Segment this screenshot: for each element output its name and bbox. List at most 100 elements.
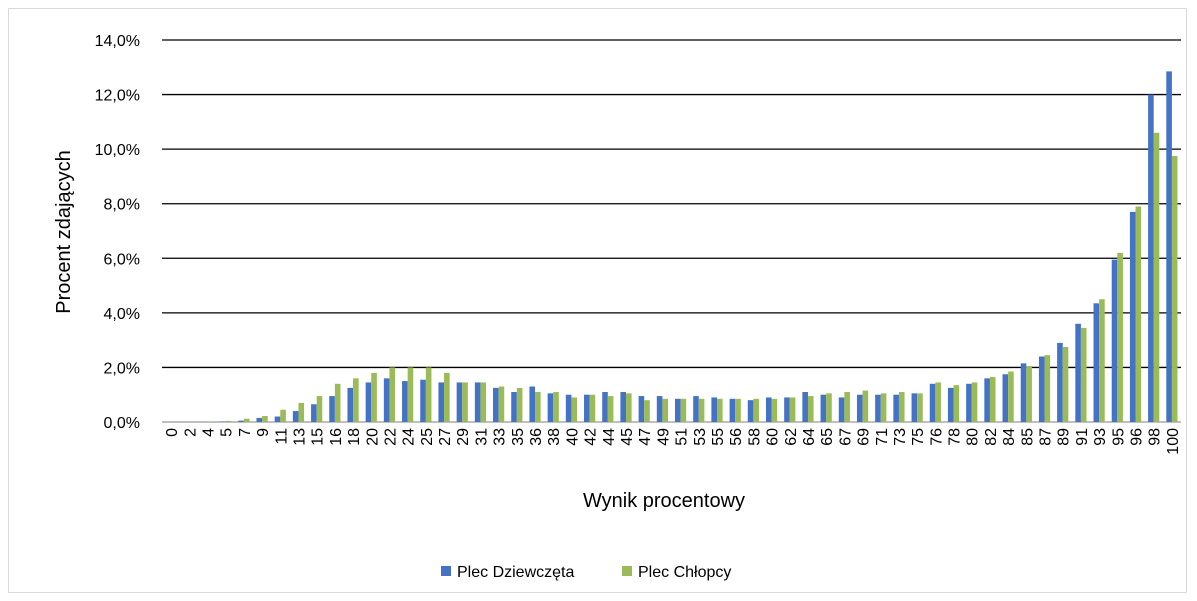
bar-chlopcy-35 bbox=[516, 387, 523, 422]
bar-dziewczeta-36 bbox=[529, 386, 536, 422]
bar-dziewczeta-91 bbox=[1075, 323, 1081, 422]
x-tick-label: 100 bbox=[1165, 428, 1182, 455]
y-tick-label: 2,0% bbox=[104, 360, 140, 377]
bar-chlopcy-73 bbox=[898, 391, 905, 422]
bar-dziewczeta-87 bbox=[1038, 356, 1045, 422]
chart-frame bbox=[8, 8, 1187, 593]
x-tick-label: 95 bbox=[1110, 428, 1127, 446]
bar-chlopcy-89 bbox=[1062, 346, 1069, 422]
bar-dziewczeta-56 bbox=[729, 398, 736, 422]
bar-dziewczeta-100 bbox=[1166, 71, 1172, 422]
bar-dziewczeta-76 bbox=[929, 383, 936, 422]
bar-chlopcy-16 bbox=[334, 383, 341, 422]
bar-chlopcy-62 bbox=[789, 397, 796, 422]
x-tick-label: 56 bbox=[728, 428, 745, 446]
bar-chlopcy-82 bbox=[989, 376, 996, 422]
bar-dziewczeta-82 bbox=[984, 378, 990, 422]
bar-dziewczeta-62 bbox=[784, 397, 790, 422]
bar-dziewczeta-13 bbox=[292, 411, 299, 422]
y-tick-label: 6,0% bbox=[104, 251, 140, 268]
bar-chlopcy-95 bbox=[1117, 252, 1123, 422]
bar-chlopcy-5 bbox=[225, 420, 232, 422]
legend-swatch-chlopcy bbox=[622, 566, 632, 576]
x-tick-label: 45 bbox=[619, 428, 636, 446]
bar-chlopcy-44 bbox=[607, 396, 614, 422]
x-tick-label: 2 bbox=[182, 428, 199, 437]
y-axis-ticks: 0,0% 2,0% 4,0% 6,0% 8,0% 10,0% 12,0% 14,0% bbox=[95, 33, 140, 432]
bar-dziewczeta-58 bbox=[747, 400, 754, 422]
legend: Plec Dziewczęta Plec Chłopcy bbox=[441, 564, 731, 581]
bar-dziewczeta-15 bbox=[311, 404, 317, 422]
x-tick-label: 93 bbox=[1092, 428, 1109, 446]
bar-chlopcy-56 bbox=[735, 398, 741, 422]
x-tick-label: 20 bbox=[364, 428, 381, 446]
x-tick-label: 53 bbox=[692, 428, 709, 446]
bar-dziewczeta-65 bbox=[820, 394, 827, 422]
y-tick-label: 0,0% bbox=[104, 415, 140, 432]
y-tick-label: 4,0% bbox=[104, 306, 140, 323]
x-tick-label: 47 bbox=[637, 428, 654, 446]
x-tick-label: 24 bbox=[401, 428, 418, 446]
bar-chlopcy-45 bbox=[626, 393, 632, 422]
bar-dziewczeta-25 bbox=[420, 379, 426, 422]
bar-dziewczeta-22 bbox=[383, 378, 390, 422]
bar-dziewczeta-38 bbox=[547, 393, 554, 422]
bar-chlopcy-98 bbox=[1153, 132, 1160, 422]
bar-dziewczeta-67 bbox=[838, 397, 845, 422]
x-tick-label: 87 bbox=[1038, 428, 1055, 446]
bar-chlopcy-9 bbox=[262, 415, 268, 422]
bar-chlopcy-84 bbox=[1008, 371, 1014, 422]
bar-dziewczeta-49 bbox=[656, 396, 663, 422]
bar-chlopcy-11 bbox=[280, 409, 286, 422]
x-tick-label: 75 bbox=[910, 428, 927, 446]
x-tick-label: 35 bbox=[510, 428, 527, 446]
y-axis-title: Procent zdających bbox=[53, 150, 75, 313]
bar-dziewczeta-29 bbox=[456, 382, 463, 422]
bar-chlopcy-96 bbox=[1135, 206, 1142, 422]
x-tick-label: 82 bbox=[983, 428, 1000, 446]
bar-dziewczeta-85 bbox=[1020, 363, 1027, 422]
x-tick-label: 4 bbox=[200, 428, 217, 437]
x-tick-label: 51 bbox=[674, 428, 691, 446]
bar-chlopcy-91 bbox=[1080, 327, 1087, 422]
x-tick-label: 31 bbox=[473, 428, 490, 446]
x-tick-label: 27 bbox=[437, 428, 454, 446]
bar-dziewczeta-35 bbox=[511, 391, 517, 422]
x-tick-label: 9 bbox=[255, 428, 272, 437]
y-tick-label: 8,0% bbox=[104, 197, 140, 214]
x-tick-label: 71 bbox=[874, 428, 891, 446]
bar-dziewczeta-78 bbox=[947, 387, 954, 422]
bar-chlopcy-13 bbox=[298, 402, 305, 422]
x-tick-label: 29 bbox=[455, 428, 472, 446]
bar-chlopcy-69 bbox=[862, 390, 869, 422]
bar-chlopcy-22 bbox=[389, 367, 396, 422]
x-tick-label: 89 bbox=[1056, 428, 1073, 446]
bar-chlopcy-85 bbox=[1026, 366, 1032, 422]
bar-chlopcy-87 bbox=[1044, 355, 1051, 422]
bar-chlopcy-100 bbox=[1171, 155, 1178, 422]
bar-chlopcy-40 bbox=[571, 397, 578, 422]
x-tick-label: 62 bbox=[783, 428, 800, 446]
bar-chlopcy-20 bbox=[371, 372, 377, 422]
bar-dziewczeta-93 bbox=[1093, 303, 1100, 422]
bar-dziewczeta-55 bbox=[711, 397, 717, 422]
bar-dziewczeta-11 bbox=[274, 416, 281, 422]
bar-chlopcy-49 bbox=[662, 398, 669, 422]
bar-dziewczeta-80 bbox=[966, 383, 972, 422]
bar-dziewczeta-42 bbox=[584, 394, 590, 422]
bar-chlopcy-15 bbox=[316, 396, 323, 422]
bar-dziewczeta-7 bbox=[238, 420, 244, 422]
bar-chlopcy-58 bbox=[753, 398, 759, 422]
bar-dziewczeta-60 bbox=[765, 397, 772, 422]
bar-chlopcy-18 bbox=[353, 378, 359, 422]
legend-label-chlopcy: Plec Chłopcy bbox=[638, 564, 731, 581]
bar-chlopcy-55 bbox=[716, 398, 723, 422]
x-tick-label: 78 bbox=[947, 428, 964, 446]
bar-chlopcy-64 bbox=[807, 396, 814, 422]
bar-dziewczeta-98 bbox=[1148, 94, 1154, 423]
x-tick-label: 55 bbox=[710, 428, 727, 446]
bar-chlopcy-47 bbox=[644, 400, 650, 422]
x-tick-label: 80 bbox=[965, 428, 982, 446]
bar-dziewczeta-69 bbox=[856, 394, 863, 422]
bar-dziewczeta-16 bbox=[329, 396, 335, 422]
